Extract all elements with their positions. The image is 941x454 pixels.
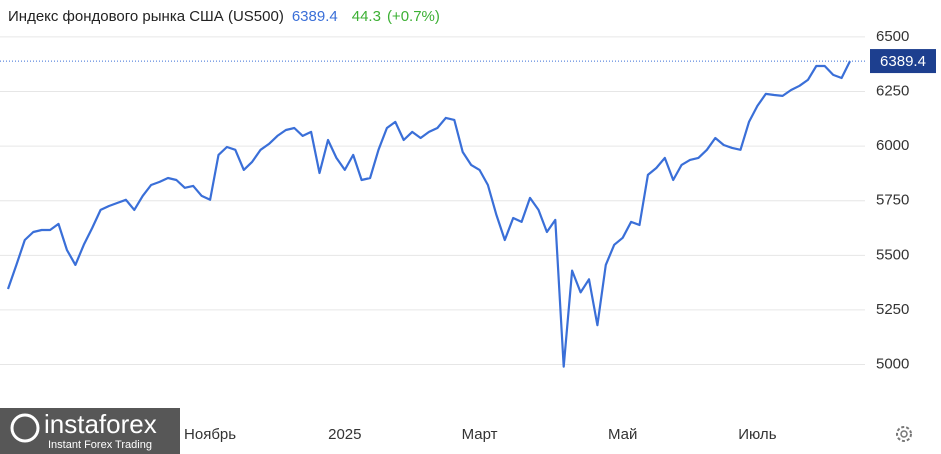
y-tick-label: 5750: [876, 192, 909, 209]
watermark: instaforex Instant Forex Trading: [0, 408, 180, 454]
x-tick-label: 2025: [328, 426, 361, 443]
y-tick-label: 6000: [876, 137, 909, 154]
x-tick-label: Май: [608, 426, 637, 443]
chart-title: Индекс фондового рынка США (US500): [8, 8, 284, 25]
y-tick-label: 5000: [876, 355, 909, 372]
settings-icon[interactable]: [896, 426, 912, 442]
x-tick-label: Июль: [738, 426, 776, 443]
price-line: [6, 60, 851, 368]
y-tick-label: 5500: [876, 246, 909, 263]
y-tick-label: 6500: [876, 28, 909, 45]
x-tick-label: Ноябрь: [184, 426, 236, 443]
watermark-brand: instaforex: [44, 409, 157, 439]
header-change-pct: (+0.7%): [387, 8, 440, 25]
last-price-box: [870, 49, 936, 74]
y-tick-label: 6250: [876, 82, 909, 99]
x-tick-label: Март: [462, 426, 498, 443]
watermark-tagline: Instant Forex Trading: [48, 439, 152, 451]
last-price-label: 6389.4: [880, 53, 926, 70]
header-change: 44.3: [352, 8, 381, 25]
watermark-logo: [10, 413, 40, 443]
y-tick-label: 5250: [876, 301, 909, 318]
header-price: 6389.4: [292, 8, 338, 25]
